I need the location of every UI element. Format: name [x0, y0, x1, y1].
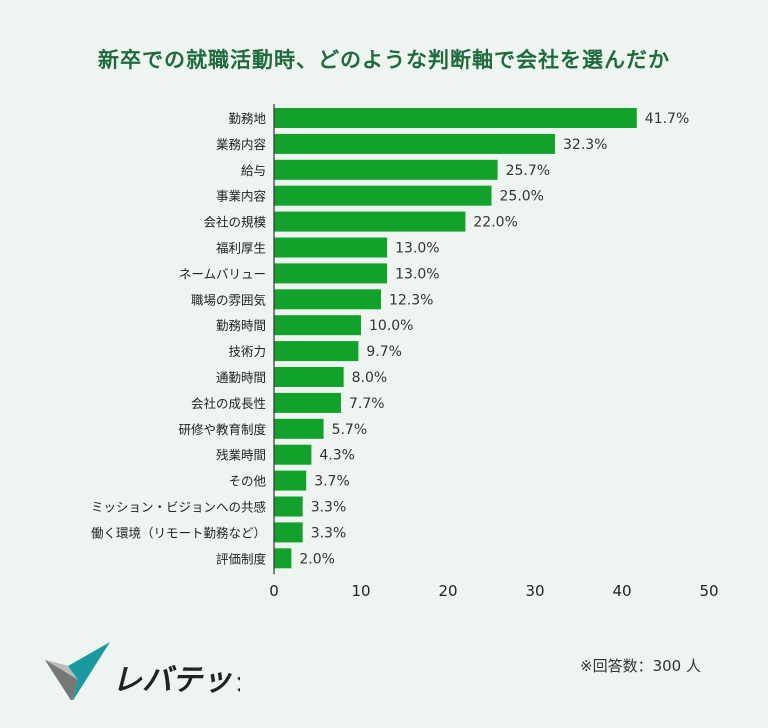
category-label: 業務内容	[216, 137, 266, 152]
category-label: 勤務地	[228, 111, 266, 126]
value-label: 13.0%	[395, 241, 439, 257]
x-tick-label: 30	[525, 582, 544, 600]
bar	[274, 185, 492, 206]
category-label: 技術力	[228, 344, 266, 359]
value-label: 8.0%	[352, 370, 388, 386]
bar	[274, 263, 388, 284]
bar	[274, 522, 303, 543]
value-label: 3.3%	[311, 500, 347, 516]
value-label: 41.7%	[645, 111, 689, 127]
category-label: ネームバリュー	[179, 266, 266, 281]
bar	[274, 315, 361, 336]
bar	[274, 444, 312, 465]
bar	[274, 211, 466, 232]
value-label: 9.7%	[366, 344, 402, 360]
bar	[274, 367, 344, 387]
value-label: 3.3%	[311, 525, 347, 541]
value-label: 32.3%	[563, 137, 607, 153]
bar	[274, 159, 498, 180]
category-label: その他	[228, 474, 266, 489]
brand-name: レバテック	[112, 663, 240, 698]
category-label: 職場の雰囲気	[191, 292, 266, 307]
value-label: 13.0%	[395, 266, 439, 282]
x-tick-label: 10	[351, 582, 370, 600]
value-label: 10.0%	[369, 318, 413, 334]
x-tick-label: 40	[612, 582, 631, 600]
value-label: 3.7%	[314, 474, 350, 490]
category-label: 評価制度	[216, 551, 267, 566]
category-label: 事業内容	[216, 189, 266, 204]
category-label: 残業時間	[216, 448, 266, 463]
chart-title: 新卒での就職活動時、どのような判断軸で会社を選んだか	[98, 48, 670, 72]
bar	[274, 548, 292, 569]
category-label: 働く環境（リモート勤務など）	[91, 525, 266, 540]
category-label: 勤務時間	[216, 318, 266, 333]
category-label: 給与	[241, 163, 266, 178]
category-label: 福利厚生	[216, 241, 266, 256]
bar	[274, 496, 303, 517]
bar	[274, 108, 637, 128]
bar	[274, 470, 307, 491]
bar	[274, 289, 382, 310]
bar	[274, 341, 359, 362]
value-label: 25.7%	[506, 163, 550, 179]
bar	[274, 418, 324, 439]
category-label: 会社の規模	[203, 215, 266, 230]
levtech-logo: レバテック	[45, 642, 240, 700]
category-label: 研修や教育制度	[178, 422, 266, 437]
category-label: 通勤時間	[216, 370, 266, 385]
x-tick-label: 50	[699, 582, 718, 600]
bar-chart: 勤務地 41.7% 業務内容 32.3% 給与 25.7% 事業内容 25.0% 会社の規模 22…	[91, 104, 719, 600]
value-label: 22.0%	[473, 215, 517, 231]
x-tick-label: 20	[438, 582, 457, 600]
value-label: 5.7%	[332, 422, 368, 438]
value-label: 4.3%	[319, 448, 355, 464]
bar	[274, 237, 388, 258]
bar	[274, 133, 556, 154]
value-label: 12.3%	[389, 292, 433, 308]
category-label: ミッション・ビジョンへの共感	[91, 500, 266, 515]
respondent-note: ※回答数：300 人	[580, 657, 701, 675]
x-tick-label: 0	[269, 582, 279, 600]
value-label: 2.0%	[299, 551, 335, 567]
category-label: 会社の成長性	[191, 396, 266, 411]
bar	[274, 392, 341, 413]
value-label: 7.7%	[349, 396, 385, 412]
value-label: 25.0%	[500, 189, 544, 205]
